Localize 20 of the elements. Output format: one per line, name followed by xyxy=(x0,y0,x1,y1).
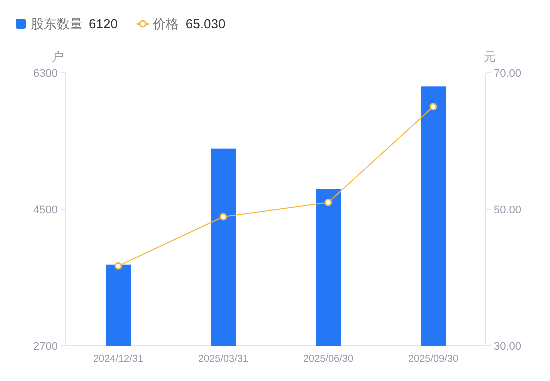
y2-axis-title: 元 xyxy=(484,50,496,64)
legend-label: 股东数量 xyxy=(31,16,83,32)
y2-tick-label: 50.00 xyxy=(494,204,522,216)
y2-tick-label: 70.00 xyxy=(494,68,522,80)
y2-tick-label: 30.00 xyxy=(494,341,522,353)
point xyxy=(430,103,438,111)
legend-label: 价格 xyxy=(152,16,179,32)
text: 65.030 xyxy=(186,16,226,32)
y-tick-label: 6300 xyxy=(34,68,58,80)
y-tick-label: 2700 xyxy=(34,341,58,353)
point xyxy=(114,262,122,270)
y-tick-label: 4500 xyxy=(34,204,58,216)
x-tick-label: 2024/12/31 xyxy=(93,354,144,365)
x-tick-label: 2025/03/31 xyxy=(198,354,249,365)
point xyxy=(324,198,332,206)
text: 6120 xyxy=(89,16,118,32)
x-tick-label: 2025/09/30 xyxy=(408,354,459,365)
y-axis-title: 户 xyxy=(52,50,64,64)
point xyxy=(220,213,228,221)
x-tick-label: 2025/06/30 xyxy=(303,354,354,365)
